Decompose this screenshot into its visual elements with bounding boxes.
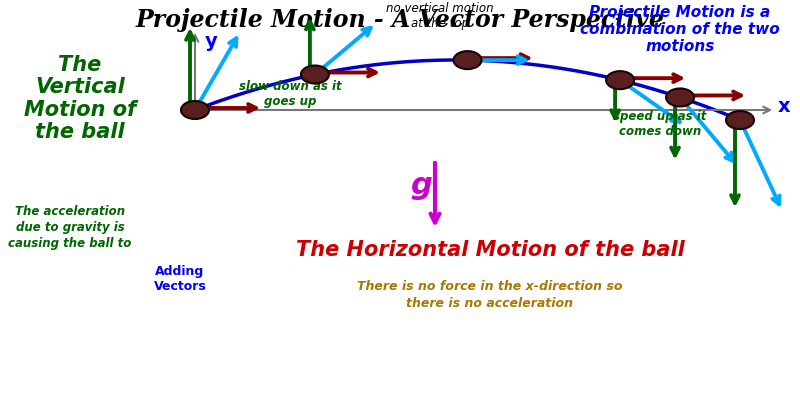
Text: Projectile Motion - A Vector Perspective: Projectile Motion - A Vector Perspective (135, 8, 665, 32)
Text: Adding
Vectors: Adding Vectors (154, 265, 206, 293)
Text: The
Vertical
Motion of
the ball: The Vertical Motion of the ball (24, 55, 136, 142)
Text: The acceleration
due to gravity is
causing the ball to: The acceleration due to gravity is causi… (8, 205, 132, 250)
Ellipse shape (454, 51, 482, 69)
Text: y: y (205, 32, 218, 51)
Text: x: x (778, 96, 790, 116)
Text: Projectile Motion is a
combination of the two
motions: Projectile Motion is a combination of th… (580, 5, 780, 54)
Text: g: g (410, 170, 432, 200)
Ellipse shape (726, 111, 754, 129)
Text: There is no force in the x-direction so
there is no acceleration: There is no force in the x-direction so … (358, 280, 622, 310)
Ellipse shape (666, 88, 694, 106)
Text: The Horizontal Motion of the ball: The Horizontal Motion of the ball (296, 240, 684, 260)
Text: speed up as it
comes down: speed up as it comes down (614, 110, 706, 138)
Ellipse shape (606, 71, 634, 89)
Text: no vertical motion
at the top: no vertical motion at the top (386, 2, 494, 30)
Ellipse shape (301, 66, 329, 84)
Text: slow down as it
goes up: slow down as it goes up (238, 80, 342, 108)
Ellipse shape (181, 101, 209, 119)
